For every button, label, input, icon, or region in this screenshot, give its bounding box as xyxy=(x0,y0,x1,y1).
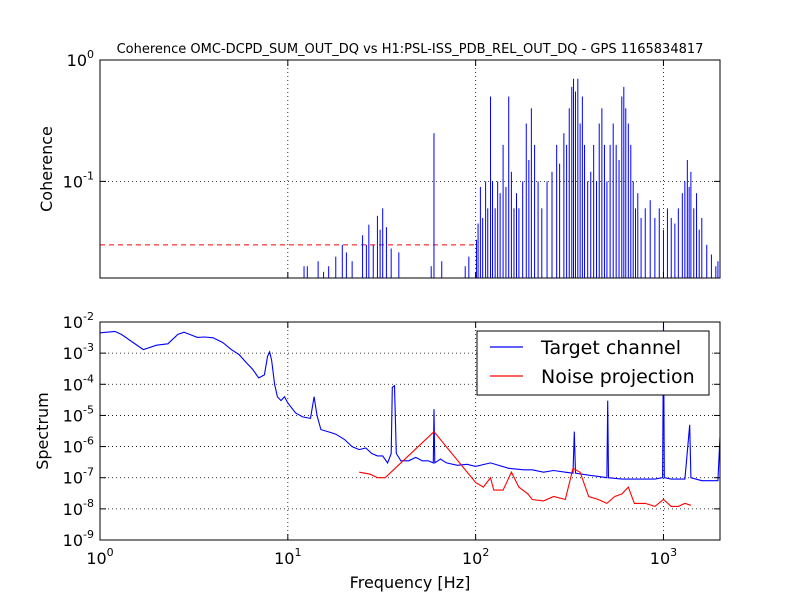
spectrum-ytick-label: 10-6 xyxy=(63,435,94,457)
coherence-title: Coherence OMC-DCPD_SUM_OUT_DQ vs H1:PSL-… xyxy=(117,42,704,57)
coherence-axes-frame xyxy=(99,59,721,279)
spectrum-ylabel: Spectrum xyxy=(33,392,52,470)
spectrum-series xyxy=(100,324,720,508)
coherence-ylabel: Coherence xyxy=(37,126,56,212)
spectrum-legend: Target channel Noise projection xyxy=(476,330,710,396)
spectrum-xtick-label: 101 xyxy=(274,546,301,568)
legend-noise-label: Noise projection xyxy=(541,366,695,388)
spectrum-xtick-label: 100 xyxy=(86,546,113,568)
spectrum-ticks: 100 101 102 103 10-2 10-3 10-4 10-5 10-6 10-7 10-8… xyxy=(63,310,720,568)
spectrum-axes-frame xyxy=(99,321,721,541)
spectrum-ytick-label: 10-2 xyxy=(63,310,94,332)
coherence-grid xyxy=(100,60,720,278)
spectrum-ytick-label: 10-9 xyxy=(63,528,94,550)
coherence-ytick-label: 10-1 xyxy=(63,169,94,191)
noise-projection-line xyxy=(359,430,692,508)
coherence-trace xyxy=(303,78,719,278)
spectrum-xtick-label: 103 xyxy=(650,546,677,568)
legend-box xyxy=(476,330,710,396)
spectrum-ytick-label: 10-7 xyxy=(63,466,94,488)
target-channel-line xyxy=(100,324,720,482)
spectrum-ytick-label: 10-5 xyxy=(63,403,94,425)
coherence-series xyxy=(303,78,719,278)
spectrum-panel: 100 101 102 103 10-2 10-3 10-4 10-5 10-6 10-7 10-8… xyxy=(33,310,721,592)
legend-target-label: Target channel xyxy=(540,337,681,359)
coherence-ytick-label: 100 xyxy=(67,48,94,70)
spectrum-ytick-label: 10-4 xyxy=(63,372,94,394)
spectrum-ytick-label: 10-3 xyxy=(63,341,94,363)
spectrum-xtick-label: 102 xyxy=(462,546,489,568)
coherence-ticks: 100 10-1 xyxy=(63,48,720,278)
coherence-panel: Coherence OMC-DCPD_SUM_OUT_DQ vs H1:PSL-… xyxy=(37,42,721,279)
spectrum-ytick-label: 10-8 xyxy=(63,497,94,519)
spectrum-xlabel: Frequency [Hz] xyxy=(350,573,471,592)
